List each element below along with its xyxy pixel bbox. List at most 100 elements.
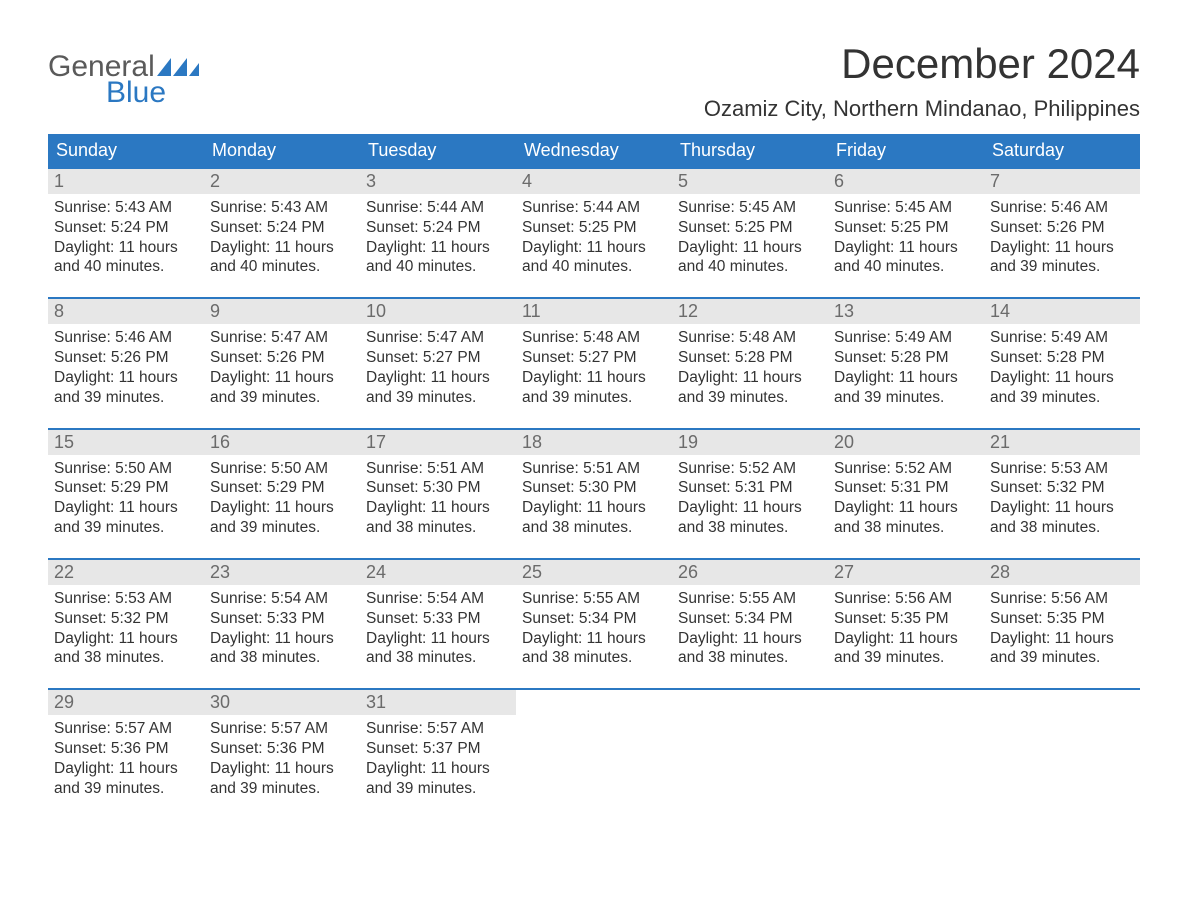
- day-body: Sunrise: 5:56 AMSunset: 5:35 PMDaylight:…: [828, 585, 984, 674]
- daylight-line: Daylight: 11 hours and 39 minutes.: [210, 368, 354, 408]
- daylight-line: Daylight: 11 hours and 40 minutes.: [834, 238, 978, 278]
- day-body: Sunrise: 5:46 AMSunset: 5:26 PMDaylight:…: [48, 324, 204, 413]
- calendar-day: 16Sunrise: 5:50 AMSunset: 5:29 PMDayligh…: [204, 430, 360, 544]
- calendar-day: 12Sunrise: 5:48 AMSunset: 5:28 PMDayligh…: [672, 299, 828, 413]
- sunrise-line: Sunrise: 5:49 AM: [990, 328, 1134, 348]
- sunset-line: Sunset: 5:34 PM: [678, 609, 822, 629]
- sunset-line: Sunset: 5:32 PM: [54, 609, 198, 629]
- day-body: Sunrise: 5:52 AMSunset: 5:31 PMDaylight:…: [828, 455, 984, 544]
- sunrise-line: Sunrise: 5:48 AM: [678, 328, 822, 348]
- day-body: Sunrise: 5:49 AMSunset: 5:28 PMDaylight:…: [828, 324, 984, 413]
- day-number: 15: [48, 430, 204, 455]
- daylight-line: Daylight: 11 hours and 38 minutes.: [210, 629, 354, 669]
- sunset-line: Sunset: 5:37 PM: [366, 739, 510, 759]
- title-block: December 2024 Ozamiz City, Northern Mind…: [704, 40, 1140, 122]
- sunrise-line: Sunrise: 5:50 AM: [210, 459, 354, 479]
- sunset-line: Sunset: 5:29 PM: [210, 478, 354, 498]
- daylight-line: Daylight: 11 hours and 39 minutes.: [210, 498, 354, 538]
- day-body: Sunrise: 5:55 AMSunset: 5:34 PMDaylight:…: [672, 585, 828, 674]
- day-body: Sunrise: 5:45 AMSunset: 5:25 PMDaylight:…: [828, 194, 984, 283]
- sunrise-line: Sunrise: 5:57 AM: [210, 719, 354, 739]
- day-body: Sunrise: 5:51 AMSunset: 5:30 PMDaylight:…: [360, 455, 516, 544]
- day-body: Sunrise: 5:51 AMSunset: 5:30 PMDaylight:…: [516, 455, 672, 544]
- sunset-line: Sunset: 5:24 PM: [366, 218, 510, 238]
- sunset-line: Sunset: 5:35 PM: [834, 609, 978, 629]
- sunrise-line: Sunrise: 5:54 AM: [366, 589, 510, 609]
- daylight-line: Daylight: 11 hours and 39 minutes.: [54, 759, 198, 799]
- calendar-day: [828, 690, 984, 804]
- sunrise-line: Sunrise: 5:57 AM: [54, 719, 198, 739]
- day-body: Sunrise: 5:57 AMSunset: 5:36 PMDaylight:…: [48, 715, 204, 804]
- day-number: 1: [48, 169, 204, 194]
- day-body: Sunrise: 5:47 AMSunset: 5:26 PMDaylight:…: [204, 324, 360, 413]
- daylight-line: Daylight: 11 hours and 39 minutes.: [990, 238, 1134, 278]
- day-body: Sunrise: 5:44 AMSunset: 5:25 PMDaylight:…: [516, 194, 672, 283]
- day-number: 12: [672, 299, 828, 324]
- day-body: Sunrise: 5:57 AMSunset: 5:36 PMDaylight:…: [204, 715, 360, 804]
- day-body: Sunrise: 5:57 AMSunset: 5:37 PMDaylight:…: [360, 715, 516, 804]
- sunset-line: Sunset: 5:31 PM: [834, 478, 978, 498]
- sunrise-line: Sunrise: 5:52 AM: [834, 459, 978, 479]
- sunrise-line: Sunrise: 5:57 AM: [366, 719, 510, 739]
- day-number: 21: [984, 430, 1140, 455]
- daylight-line: Daylight: 11 hours and 39 minutes.: [834, 629, 978, 669]
- daylight-line: Daylight: 11 hours and 38 minutes.: [522, 629, 666, 669]
- day-number: 13: [828, 299, 984, 324]
- day-number: 26: [672, 560, 828, 585]
- day-body: Sunrise: 5:48 AMSunset: 5:28 PMDaylight:…: [672, 324, 828, 413]
- day-body: Sunrise: 5:53 AMSunset: 5:32 PMDaylight:…: [48, 585, 204, 674]
- sunrise-line: Sunrise: 5:56 AM: [834, 589, 978, 609]
- sunset-line: Sunset: 5:32 PM: [990, 478, 1134, 498]
- calendar-day: 22Sunrise: 5:53 AMSunset: 5:32 PMDayligh…: [48, 560, 204, 674]
- day-body: Sunrise: 5:53 AMSunset: 5:32 PMDaylight:…: [984, 455, 1140, 544]
- sunrise-line: Sunrise: 5:53 AM: [990, 459, 1134, 479]
- sunset-line: Sunset: 5:26 PM: [210, 348, 354, 368]
- sunset-line: Sunset: 5:36 PM: [54, 739, 198, 759]
- day-number: 4: [516, 169, 672, 194]
- sunset-line: Sunset: 5:28 PM: [834, 348, 978, 368]
- calendar-day: 8Sunrise: 5:46 AMSunset: 5:26 PMDaylight…: [48, 299, 204, 413]
- calendar-day: 21Sunrise: 5:53 AMSunset: 5:32 PMDayligh…: [984, 430, 1140, 544]
- weekday-header: Monday: [204, 134, 360, 167]
- sunset-line: Sunset: 5:29 PM: [54, 478, 198, 498]
- calendar-day: 15Sunrise: 5:50 AMSunset: 5:29 PMDayligh…: [48, 430, 204, 544]
- calendar-day: 2Sunrise: 5:43 AMSunset: 5:24 PMDaylight…: [204, 169, 360, 283]
- calendar: SundayMondayTuesdayWednesdayThursdayFrid…: [48, 134, 1140, 805]
- sunrise-line: Sunrise: 5:46 AM: [990, 198, 1134, 218]
- sunrise-line: Sunrise: 5:55 AM: [522, 589, 666, 609]
- weekday-header: Sunday: [48, 134, 204, 167]
- sunset-line: Sunset: 5:36 PM: [210, 739, 354, 759]
- day-body: Sunrise: 5:50 AMSunset: 5:29 PMDaylight:…: [204, 455, 360, 544]
- weekday-header: Tuesday: [360, 134, 516, 167]
- sunrise-line: Sunrise: 5:49 AM: [834, 328, 978, 348]
- day-number: 7: [984, 169, 1140, 194]
- calendar-day: 18Sunrise: 5:51 AMSunset: 5:30 PMDayligh…: [516, 430, 672, 544]
- logo-text-blue: Blue: [106, 76, 166, 110]
- day-number: 16: [204, 430, 360, 455]
- day-body: Sunrise: 5:43 AMSunset: 5:24 PMDaylight:…: [48, 194, 204, 283]
- sunrise-line: Sunrise: 5:45 AM: [678, 198, 822, 218]
- calendar-week: 8Sunrise: 5:46 AMSunset: 5:26 PMDaylight…: [48, 297, 1140, 413]
- sunrise-line: Sunrise: 5:48 AM: [522, 328, 666, 348]
- calendar-day: 31Sunrise: 5:57 AMSunset: 5:37 PMDayligh…: [360, 690, 516, 804]
- sunset-line: Sunset: 5:28 PM: [990, 348, 1134, 368]
- sunset-line: Sunset: 5:24 PM: [210, 218, 354, 238]
- calendar-day: 11Sunrise: 5:48 AMSunset: 5:27 PMDayligh…: [516, 299, 672, 413]
- daylight-line: Daylight: 11 hours and 39 minutes.: [54, 368, 198, 408]
- daylight-line: Daylight: 11 hours and 38 minutes.: [366, 629, 510, 669]
- sunrise-line: Sunrise: 5:43 AM: [210, 198, 354, 218]
- day-number: 23: [204, 560, 360, 585]
- daylight-line: Daylight: 11 hours and 38 minutes.: [834, 498, 978, 538]
- sunrise-line: Sunrise: 5:56 AM: [990, 589, 1134, 609]
- day-number: 11: [516, 299, 672, 324]
- sunset-line: Sunset: 5:35 PM: [990, 609, 1134, 629]
- daylight-line: Daylight: 11 hours and 38 minutes.: [678, 629, 822, 669]
- sunset-line: Sunset: 5:30 PM: [366, 478, 510, 498]
- calendar-day: 4Sunrise: 5:44 AMSunset: 5:25 PMDaylight…: [516, 169, 672, 283]
- day-number: 31: [360, 690, 516, 715]
- calendar-day: 20Sunrise: 5:52 AMSunset: 5:31 PMDayligh…: [828, 430, 984, 544]
- calendar-week: 29Sunrise: 5:57 AMSunset: 5:36 PMDayligh…: [48, 688, 1140, 804]
- daylight-line: Daylight: 11 hours and 39 minutes.: [678, 368, 822, 408]
- daylight-line: Daylight: 11 hours and 38 minutes.: [990, 498, 1134, 538]
- daylight-line: Daylight: 11 hours and 38 minutes.: [678, 498, 822, 538]
